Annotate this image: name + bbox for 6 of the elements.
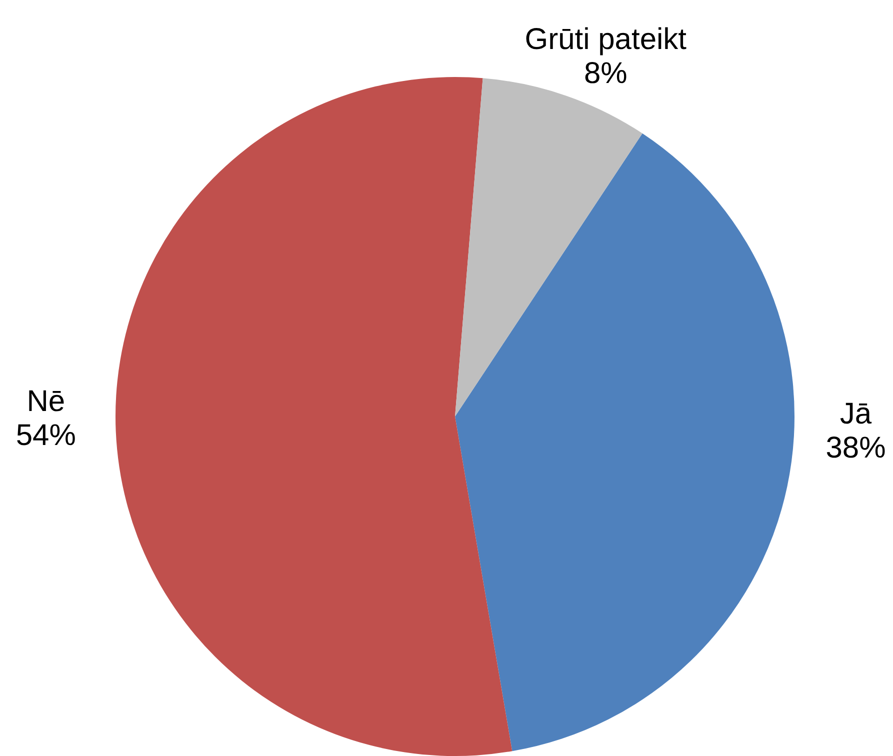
- data-label: 38%: [826, 431, 886, 464]
- slice-label: Grūti pateikt: [524, 23, 688, 56]
- slice-label: Nē: [26, 385, 66, 418]
- slice-label: Jā: [840, 397, 872, 430]
- data-label: 8%: [584, 57, 628, 90]
- data-label: 54%: [16, 419, 76, 452]
